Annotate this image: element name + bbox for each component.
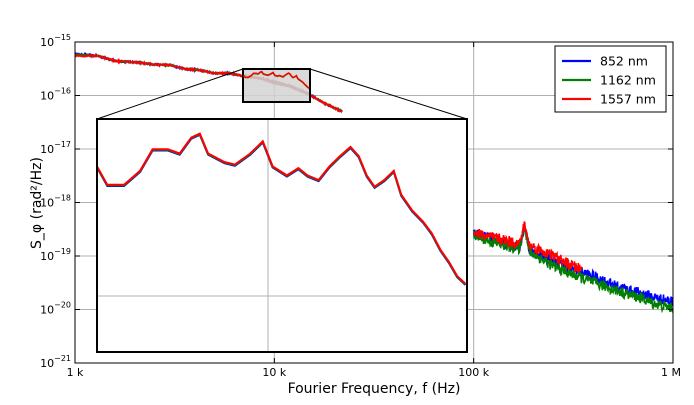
zoom-region-box	[242, 68, 311, 103]
y-tick-label: 10−21	[40, 354, 71, 370]
x-tick-label: 10 k	[262, 366, 286, 379]
inset-line	[97, 132, 467, 285]
legend: 852 nm 1162 nm 1557 nm	[562, 54, 656, 107]
legend-label: 1162 nm	[600, 73, 656, 88]
y-axis-label: S_φ (rad²/Hz)	[29, 157, 45, 249]
series-line	[472, 221, 583, 274]
y-tick-label: 10−18	[40, 194, 71, 210]
ticks	[74, 41, 674, 364]
y-tick-label: 10−16	[40, 87, 71, 103]
legend-label: 852 nm	[600, 54, 648, 69]
zoom-series	[242, 70, 310, 89]
x-tick-label: 1 k	[67, 366, 84, 379]
inset-line	[242, 70, 310, 89]
y-tick-label: 10−19	[40, 247, 71, 263]
zoom-connector-right	[309, 68, 468, 120]
legend-label: 1557 nm	[600, 92, 656, 107]
series-line	[472, 228, 673, 314]
inset-series	[97, 132, 467, 286]
y-tick-labels: 10−21 10−20 10−19 10−18 10−17 10−16 10−15	[40, 33, 71, 370]
inset-background	[97, 119, 467, 352]
x-tick-label: 100 k	[458, 366, 489, 379]
y-tick-label: 10−20	[40, 301, 71, 317]
zoom-connector-left	[96, 68, 244, 120]
x-tick-labels: 1 k 10 k 100 k 1 M	[67, 366, 681, 379]
y-tick-label: 10−17	[40, 140, 71, 156]
y-tick-label: 10−15	[40, 33, 71, 49]
inset-frame	[96, 118, 468, 353]
x-tick-label: 1 M	[661, 366, 681, 379]
x-axis-label: Fourier Frequency, f (Hz)	[288, 381, 461, 397]
